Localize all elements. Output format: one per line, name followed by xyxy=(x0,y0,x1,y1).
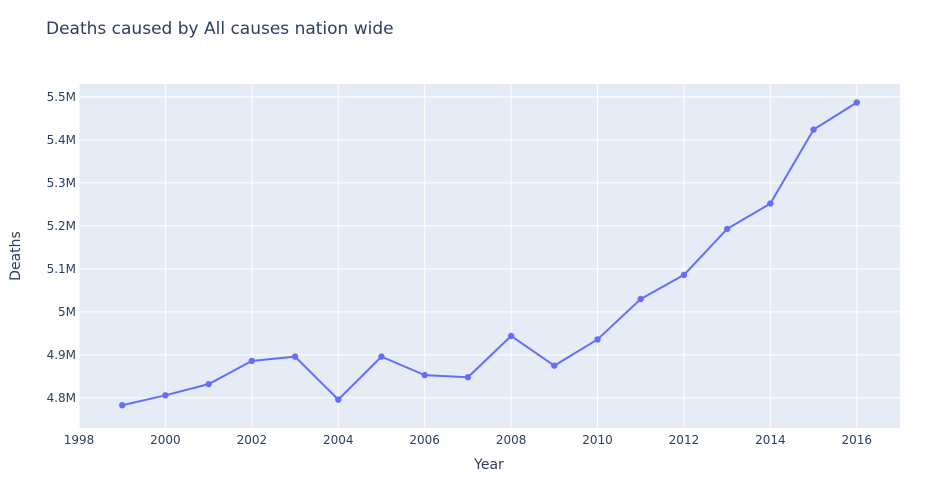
x-gridlines xyxy=(78,84,858,428)
y-gridlines xyxy=(79,96,900,399)
y-tick-labels: 4.8M 4.9M 5M 5.1M 5.2M 5.3M 5.4M 5.5M xyxy=(47,90,76,405)
chart-title: Deaths caused by All causes nation wide xyxy=(46,19,394,39)
data-point[interactable] xyxy=(594,336,601,343)
series-line xyxy=(121,101,858,407)
series-layer xyxy=(119,99,860,409)
y-tick-label: 5.1M xyxy=(47,262,76,276)
data-point[interactable] xyxy=(119,402,126,409)
data-point[interactable] xyxy=(637,295,644,303)
x-tick-label: 2006 xyxy=(409,433,440,447)
data-point[interactable] xyxy=(421,371,428,379)
data-point[interactable] xyxy=(767,200,774,207)
x-axis-label: Year xyxy=(473,457,504,473)
data-point[interactable] xyxy=(464,374,472,381)
y-tick-label: 5.5M xyxy=(47,90,76,104)
x-tick-label: 2000 xyxy=(150,433,181,447)
data-point[interactable] xyxy=(162,392,169,399)
x-tick-label: 2004 xyxy=(323,433,354,447)
data-point[interactable] xyxy=(680,271,688,279)
x-tick-label: 2016 xyxy=(842,433,873,447)
data-point[interactable] xyxy=(723,225,731,233)
data-point[interactable] xyxy=(378,353,385,360)
data-point[interactable] xyxy=(810,126,817,133)
x-tick-label: 2010 xyxy=(582,433,613,447)
data-point[interactable] xyxy=(335,396,342,403)
y-tick-label: 4.9M xyxy=(47,348,76,362)
y-tick-label: 5.2M xyxy=(47,219,76,233)
x-tick-label: 2002 xyxy=(237,433,268,447)
x-tick-label: 2014 xyxy=(755,433,786,447)
data-point[interactable] xyxy=(248,357,256,365)
plot-area xyxy=(79,84,900,428)
y-tick-label: 4.8M xyxy=(47,391,76,405)
y-tick-label: 5.3M xyxy=(47,176,76,190)
x-tick-label: 2012 xyxy=(669,433,700,447)
data-point[interactable] xyxy=(291,353,299,360)
y-tick-label: 5.4M xyxy=(47,133,76,147)
x-tick-labels: 1998 2000 2002 2004 2006 2008 2010 2012 2014 2016 xyxy=(64,433,872,447)
x-tick-label: 1998 xyxy=(64,433,95,447)
data-point[interactable] xyxy=(507,332,515,340)
data-point[interactable] xyxy=(853,99,860,106)
x-tick-label: 2008 xyxy=(496,433,527,447)
y-tick-label: 5M xyxy=(58,305,76,319)
data-point[interactable] xyxy=(551,362,558,369)
y-axis-label: Deaths xyxy=(8,231,24,281)
data-point[interactable] xyxy=(205,380,212,388)
